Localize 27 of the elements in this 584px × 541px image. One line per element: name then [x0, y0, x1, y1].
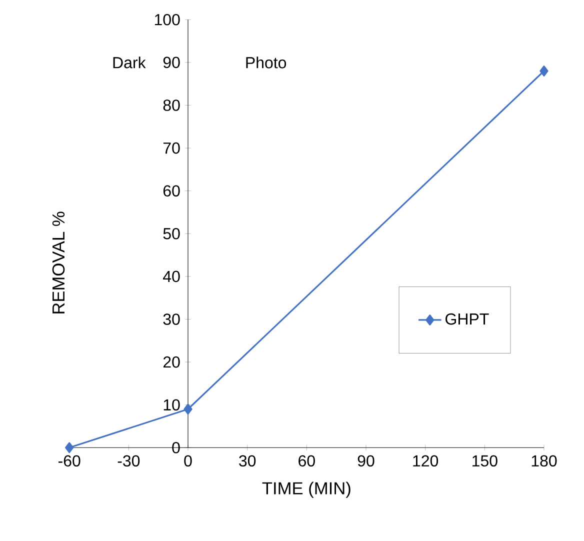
- annotation: Dark: [113, 56, 146, 68]
- y-tick-label: 30: [163, 314, 180, 325]
- x-tick-label: 0: [184, 455, 192, 467]
- y-axis-title: REMOVAL %: [52, 212, 65, 314]
- x-tick-label: 90: [358, 455, 374, 467]
- x-tick-label: -60: [58, 455, 80, 467]
- y-tick-label: 50: [163, 228, 180, 240]
- x-tick-label: 60: [298, 455, 315, 467]
- y-tick-label: 70: [163, 142, 180, 154]
- y-tick-label: 40: [163, 270, 180, 282]
- x-tick-label: 120: [413, 455, 438, 467]
- legend-label: GHPT: [446, 313, 489, 325]
- y-tick-label: 10: [164, 399, 180, 411]
- y-tick-label: 60: [163, 185, 180, 197]
- point: [65, 442, 74, 454]
- annotation: Photo: [246, 56, 286, 68]
- y-tick-label: 20: [163, 356, 180, 368]
- point: [540, 66, 548, 76]
- x-tick-label: 180: [532, 455, 557, 467]
- point: [184, 404, 192, 415]
- y-tick-label: 100: [154, 14, 180, 26]
- y-tick-label: 80: [163, 100, 180, 111]
- x-tick-label: 150: [472, 455, 498, 467]
- y-tick-label: 90: [163, 56, 180, 68]
- x-tick-label: -30: [118, 455, 140, 467]
- x-tick-label: 30: [239, 455, 256, 467]
- x-axis-title: TIME (MIN): [262, 482, 350, 498]
